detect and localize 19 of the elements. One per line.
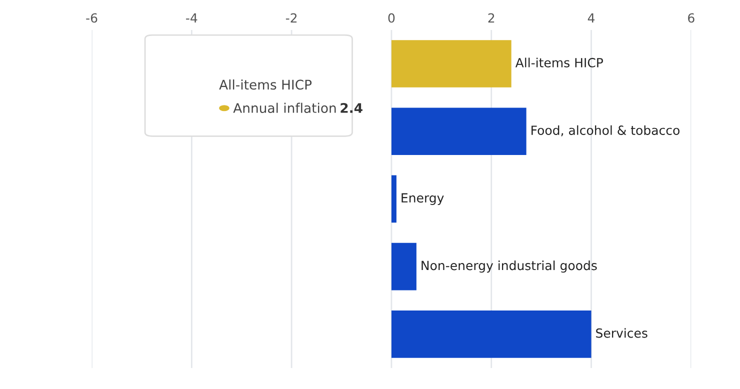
x-tick-label: 0 <box>388 13 395 23</box>
y-tick-label: Food, alcohol & tobacco <box>532 125 680 136</box>
x-tick-label: -4 <box>186 13 198 22</box>
y-tick-label: Services <box>596 328 648 338</box>
x-tick-label: -6 <box>86 13 98 23</box>
y-tick-label: Non-energy industrial goods <box>422 260 597 273</box>
y-tick-label: Energy <box>402 193 444 206</box>
x-tick-label: 4 <box>588 13 595 22</box>
annotation: Annual inflation <box>233 102 336 113</box>
bar <box>391 108 526 156</box>
bar <box>391 310 592 358</box>
bar <box>391 175 396 223</box>
x-tick-label: 6 <box>688 13 694 23</box>
x-tick-label: -2 <box>286 13 297 22</box>
bar <box>391 40 512 88</box>
annotation: 2.4 <box>340 103 362 113</box>
annotation: All-items HICP <box>219 79 312 90</box>
x-tick-label: 2 <box>488 13 494 22</box>
bar <box>391 242 416 290</box>
